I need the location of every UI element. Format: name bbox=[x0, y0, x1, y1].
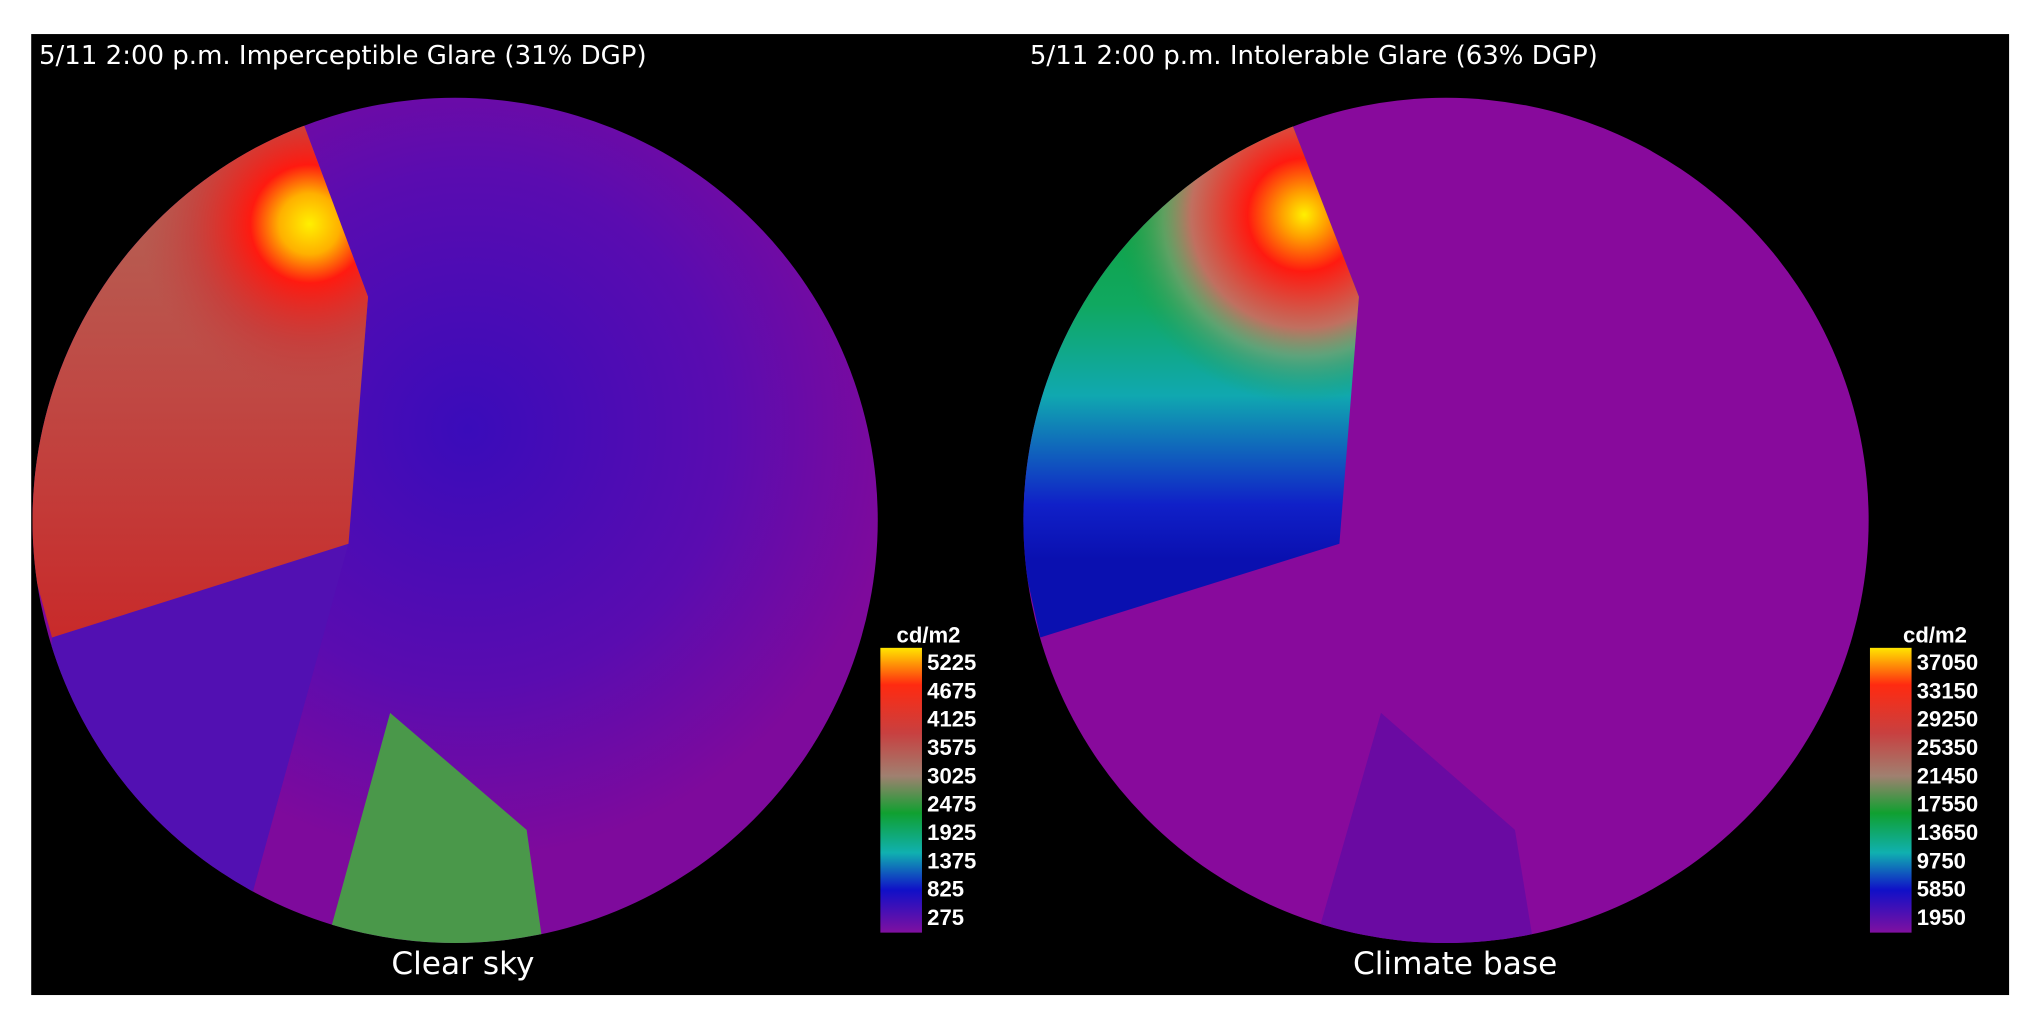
legend-label: 4675 bbox=[927, 678, 976, 703]
fisheye-right bbox=[1023, 97, 1869, 944]
legend-unit: cd/m2 bbox=[897, 623, 961, 648]
legend-label: 25350 bbox=[1917, 735, 1978, 760]
legend-label: 13650 bbox=[1917, 820, 1978, 845]
fisheye-left bbox=[32, 97, 878, 944]
legend-label: 825 bbox=[927, 877, 964, 902]
panel-title: 5/11 2:00 p.m. Imperceptible Glare (31% … bbox=[39, 41, 647, 71]
legend-label: 1925 bbox=[927, 820, 976, 845]
legend-label: 1950 bbox=[1917, 905, 1966, 930]
legend-label: 17550 bbox=[1917, 792, 1978, 817]
legend-label: 33150 bbox=[1917, 678, 1978, 703]
panel-caption: Climate base bbox=[1353, 946, 1557, 982]
panel-caption: Clear sky bbox=[391, 946, 534, 982]
legend-label: 9750 bbox=[1917, 848, 1966, 873]
legend-label: 4125 bbox=[927, 707, 976, 732]
legend-label: 5225 bbox=[927, 650, 976, 675]
legend-label: 21450 bbox=[1917, 763, 1978, 788]
legend-label: 275 bbox=[927, 905, 964, 930]
color-bar bbox=[880, 647, 922, 933]
panel-title: 5/11 2:00 p.m. Intolerable Glare (63% DG… bbox=[1030, 41, 1598, 71]
legend-label: 37050 bbox=[1917, 650, 1978, 675]
legend-label: 1375 bbox=[927, 848, 976, 873]
legend-label: 2475 bbox=[927, 792, 976, 817]
legend-label: 3575 bbox=[927, 735, 976, 760]
color-bar bbox=[1869, 647, 1912, 933]
legend-label: 5850 bbox=[1917, 877, 1966, 902]
legend-label: 29250 bbox=[1917, 707, 1978, 732]
legend-label: 3025 bbox=[927, 763, 976, 788]
legend-unit: cd/m2 bbox=[1903, 623, 1967, 648]
